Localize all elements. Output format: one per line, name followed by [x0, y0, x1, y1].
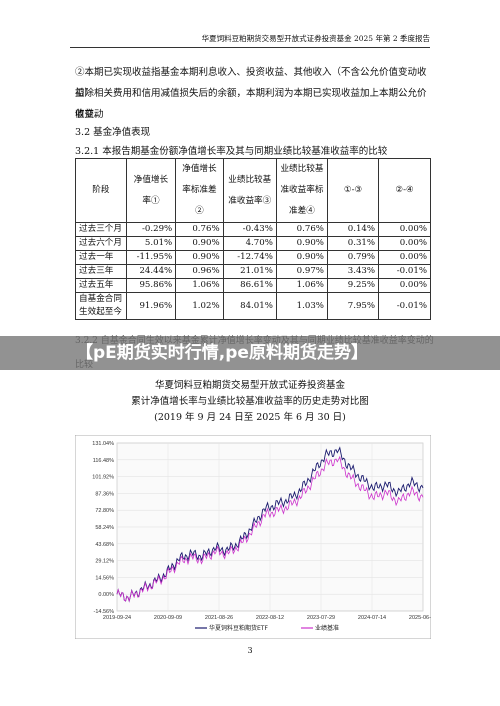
table-cell: 7.95% — [326, 292, 380, 320]
x-tick-label: 2025-06-30 — [409, 615, 431, 621]
table-header: 业绩比较基准收益率标准差④ — [275, 158, 328, 223]
table-cell: 0.90% — [275, 250, 328, 265]
y-tick-label: 87.36% — [95, 491, 114, 497]
series-line — [116, 455, 424, 603]
table-cell: 0.00% — [378, 236, 431, 251]
table-cell: -0.43% — [222, 222, 277, 237]
note-line-3: 收益。 — [75, 109, 104, 120]
table-cell: 0.14% — [326, 222, 380, 237]
table-header: 业绩比较基准收益率③ — [222, 158, 277, 223]
series-line — [116, 446, 424, 603]
section-heading-3-2-1: 3.2.1 本报告期基金份额净值增长率及其与同期业绩比较基准收益率的比较 — [75, 146, 388, 157]
row-label: 过去六个月 — [75, 236, 127, 251]
table-row: 过去一年 -11.95% 0.90% -12.74% 0.90% 0.79% 0.00% — [75, 250, 431, 265]
overlay-banner[interactable]: 【pE期货实时行情,pe原料期货走势】 — [0, 336, 500, 370]
table-cell: 0.76% — [275, 222, 328, 237]
x-tick-label: 2020-09-09 — [154, 615, 182, 621]
y-tick-label: 72.80% — [95, 508, 114, 514]
note-line-2: 扣除相关费用和信用减值损失后的余额，本期利润为本期已实现收益加上本期公允价值变动 — [75, 88, 427, 120]
y-tick-label: 116.48% — [93, 458, 114, 464]
table-cell: 0.96% — [175, 264, 224, 279]
note-line-1: ②本期已实现收益指基金本期利息收入、投资收益、其他收入（不含公允价值变动收益） — [75, 67, 427, 99]
y-tick-label: 43.68% — [95, 542, 114, 548]
x-tick-label: 2022-08-12 — [256, 615, 284, 621]
row-label: 过去五年 — [75, 278, 127, 293]
table-cell: 0.76% — [175, 222, 224, 237]
legend-label: 华夏饲料豆粕期货ETF — [209, 624, 268, 632]
table-cell: -0.29% — [125, 222, 177, 237]
x-tick-label: 2019-09-24 — [103, 615, 131, 621]
table-cell: 86.61% — [222, 278, 277, 293]
y-tick-label: -14.56% — [94, 609, 115, 615]
y-tick-label: 29.12% — [95, 559, 114, 565]
table-cell: 84.01% — [222, 292, 277, 320]
table-cell: 0.97% — [275, 264, 328, 279]
table-cell: 0.90% — [175, 250, 224, 265]
row-label: 自基金合同生效起至今 — [75, 292, 127, 320]
chart-title-line-3: (2019 年 9 月 24 日至 2025 年 6 月 30 日) — [154, 412, 346, 423]
table-row: 过去五年 95.86% 1.06% 86.61% 1.06% 9.25% 0.00% — [75, 278, 431, 293]
table-cell: 0.31% — [326, 236, 380, 251]
table-cell: 0.90% — [175, 236, 224, 251]
table-cell: 0.00% — [378, 250, 431, 265]
page-number: 3 — [247, 646, 253, 655]
table-cell: -12.74% — [222, 250, 277, 265]
table-cell: 0.00% — [378, 278, 431, 293]
y-tick-label: 0.00% — [98, 592, 114, 598]
table-header: ①-③ — [326, 158, 380, 223]
table-cell: 95.86% — [125, 278, 177, 293]
y-tick-label: 58.24% — [95, 525, 114, 531]
y-tick-label: 131.04% — [92, 441, 114, 447]
table-cell: 3.43% — [326, 264, 380, 279]
table-cell: -11.95% — [125, 250, 177, 265]
x-tick-label: 2023-07-29 — [307, 615, 335, 621]
row-label: 过去三个月 — [75, 222, 127, 237]
table-cell: 1.03% — [275, 292, 328, 320]
table-cell: 0.90% — [275, 236, 328, 251]
table-cell: 4.70% — [222, 236, 277, 251]
row-label: 过去一年 — [75, 250, 127, 265]
y-tick-label: 101.92% — [92, 475, 114, 481]
table-cell: 21.01% — [222, 264, 277, 279]
legend-label: 业绩基准 — [315, 624, 339, 632]
table-cell: 24.44% — [125, 264, 177, 279]
table-cell: 91.96% — [125, 292, 177, 320]
table-header: ②-④ — [378, 158, 431, 223]
table-row: 自基金合同生效起至今 91.96% 1.02% 84.01% 1.03% 7.95% -0.… — [75, 292, 431, 320]
table-cell: 9.25% — [326, 278, 380, 293]
table-row: 过去三个月 -0.29% 0.76% -0.43% 0.76% 0.14% 0.00% — [75, 222, 431, 237]
table-header: 净值增长率标准差② — [175, 158, 224, 223]
table-cell: 0.00% — [378, 222, 431, 237]
table-row: 过去三年 24.44% 0.96% 21.01% 0.97% 3.43% -0.01% — [75, 264, 431, 279]
row-label: 过去三年 — [75, 264, 127, 279]
chart-title-line-2: 累计净值增长率与业绩比较基准收益率的历史走势对比图 — [131, 396, 369, 407]
table-header-row: 阶段 净值增长率① 净值增长率标准差② 业绩比较基准收益率③ 业绩比较基准收益率… — [75, 158, 431, 223]
cumulative-return-chart: 131.04% 116.48% 101.92% 87.36% 72.80% 58.24% 4… — [75, 435, 431, 639]
table-cell: -0.01% — [378, 264, 431, 279]
table-cell: 1.06% — [175, 278, 224, 293]
table-cell: -0.01% — [378, 292, 431, 320]
table-cell: 0.79% — [326, 250, 380, 265]
x-tick-label: 2021-08-26 — [205, 615, 233, 621]
table-cell: 5.01% — [125, 236, 177, 251]
y-tick-label: 14.56% — [95, 575, 114, 581]
section-heading-3-2: 3.2 基金净值表现 — [75, 127, 151, 138]
table-row: 过去六个月 5.01% 0.90% 4.70% 0.90% 0.31% 0.00% — [75, 236, 431, 251]
chart-title-line-1: 华夏饲料豆粕期货交易型开放式证券投资基金 — [154, 380, 345, 391]
x-tick-label: 2024-07-14 — [358, 615, 386, 621]
page-header: 华夏饲料豆粕期货交易型开放式证券投资基金 2025 年第 2 季度报告 — [70, 33, 430, 48]
table-header: 净值增长率① — [125, 158, 177, 223]
table-header: 阶段 — [75, 158, 127, 223]
performance-table: 阶段 净值增长率① 净值增长率标准差② 业绩比较基准收益率③ 业绩比较基准收益率… — [75, 158, 431, 320]
table-cell: 1.06% — [275, 278, 328, 293]
table-cell: 1.02% — [175, 292, 224, 320]
